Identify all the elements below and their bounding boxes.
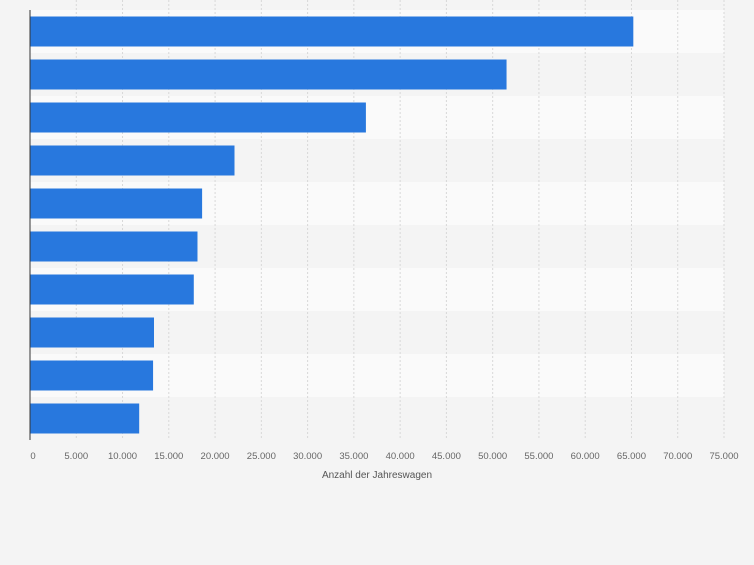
x-tick-label: 55.000 — [524, 451, 553, 462]
bar[interactable] — [30, 274, 194, 305]
x-tick-label: 45.000 — [432, 451, 461, 462]
x-tick-label: 0 — [30, 451, 35, 462]
x-tick-label: 50.000 — [478, 451, 507, 462]
x-tick-label: 65.000 — [617, 451, 646, 462]
x-tick-labels: 0 5.000 10.000 15.000 20.000 25.000 30.000 35.0… — [30, 451, 738, 462]
row-band — [30, 397, 724, 440]
bar[interactable] — [30, 231, 198, 262]
x-tick-label: 30.000 — [293, 451, 322, 462]
x-tick-label: 35.000 — [339, 451, 368, 462]
bar[interactable] — [30, 360, 154, 391]
x-tick-label: 10.000 — [108, 451, 137, 462]
bar[interactable] — [30, 188, 203, 219]
x-tick-label: 25.000 — [247, 451, 276, 462]
x-tick-label: 75.000 — [709, 451, 738, 462]
x-tick-label: 20.000 — [201, 451, 230, 462]
bar[interactable] — [30, 59, 507, 90]
bar[interactable] — [30, 16, 634, 47]
x-tick-label: 70.000 — [663, 451, 692, 462]
x-tick-label: 5.000 — [64, 451, 88, 462]
bar[interactable] — [30, 102, 366, 133]
bars — [30, 16, 634, 434]
x-tick-label: 15.000 — [154, 451, 183, 462]
bar[interactable] — [30, 403, 140, 434]
x-tick-label: 40.000 — [386, 451, 415, 462]
x-axis-label: Anzahl der Jahreswagen — [322, 470, 432, 481]
x-tick-label: 60.000 — [571, 451, 600, 462]
bar[interactable] — [30, 317, 154, 348]
bar[interactable] — [30, 145, 235, 176]
